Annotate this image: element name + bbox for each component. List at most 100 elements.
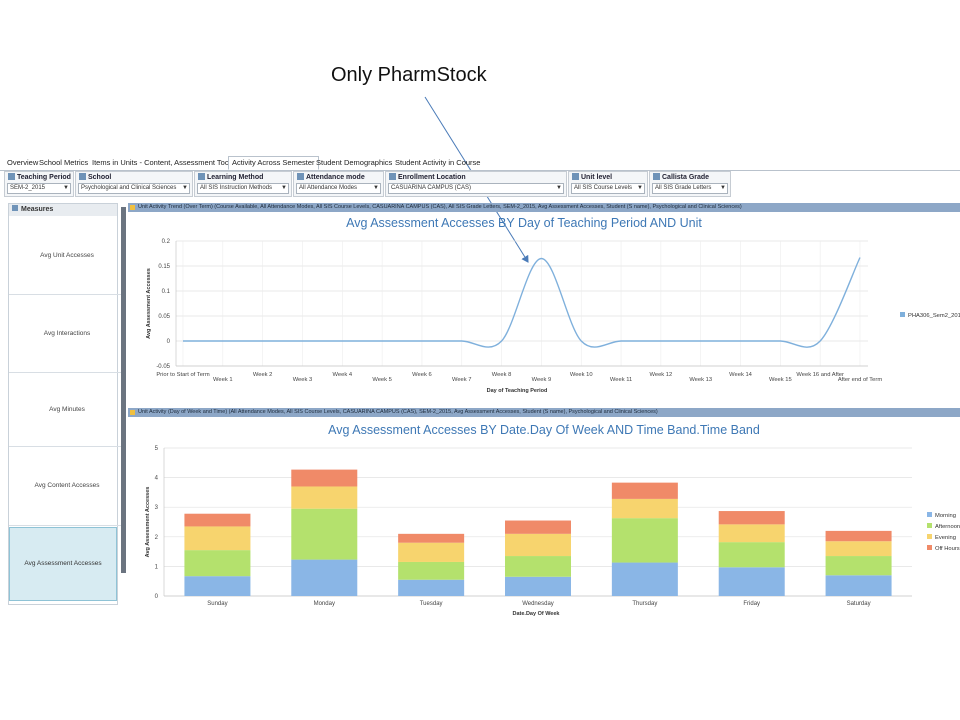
filter-label: Enrollment Location — [398, 174, 466, 181]
filter-callista-grade: Callista Grade All SIS Grade Letters ▼ — [649, 171, 731, 197]
y-tick-label: 0.1 — [162, 289, 171, 295]
x-tick-label: Week 16 and After — [796, 372, 844, 378]
x-tick-label: Prior to Start of Term — [156, 372, 210, 378]
legend-label: PHA306_Sem2_2015 — [908, 313, 960, 319]
x-tick-label: Week 2 — [253, 372, 273, 378]
x-tick-label: Friday — [743, 601, 760, 607]
dropdown-arrow-icon[interactable]: ▼ — [637, 185, 643, 191]
bar-segment-morning — [825, 575, 892, 596]
bar-segment-off-hours — [184, 513, 251, 527]
y-tick-label: 2 — [155, 535, 159, 541]
dropdown-arrow-icon[interactable]: ▼ — [182, 185, 188, 191]
filter-enrollment-location: Enrollment Location CASUARINA CAMPUS (CA… — [385, 171, 567, 197]
filter-unit-level: Unit level All SIS Course Levels ▼ — [568, 171, 648, 197]
bar-segment-morning — [505, 576, 571, 596]
y-tick-label: 3 — [155, 505, 159, 511]
chart-title: Avg Assessment Accesses BY Day of Teachi… — [346, 216, 702, 230]
legend-label: Evening — [935, 535, 956, 541]
dropdown-arrow-icon[interactable]: ▼ — [63, 185, 69, 191]
x-tick-label: Week 6 — [412, 372, 432, 378]
dropdown-arrow-icon[interactable]: ▼ — [373, 185, 379, 191]
tab-student-demographics[interactable]: Student Demographics — [316, 158, 393, 167]
legend-label: Morning — [935, 513, 956, 519]
unit-level-select[interactable]: All SIS Course Levels ▼ — [571, 183, 645, 194]
bar-segment-afternoon — [398, 561, 465, 580]
x-tick-label: Week 12 — [649, 372, 672, 378]
chart-icon — [130, 410, 135, 415]
measures-panel: Measures Avg Unit Accesses Avg Interacti… — [8, 203, 125, 605]
dropdown-arrow-icon[interactable]: ▼ — [281, 185, 287, 191]
y-tick-label: 0.05 — [158, 314, 170, 320]
x-tick-label: Sunday — [207, 601, 227, 607]
legend-swatch — [900, 312, 905, 317]
filter-icon — [653, 173, 660, 180]
y-tick-label: 0 — [167, 339, 171, 345]
tab-overview[interactable]: Overview — [7, 158, 39, 167]
legend-swatch — [927, 545, 932, 550]
bar-segment-morning — [184, 576, 251, 596]
vertical-scrollbar[interactable] — [121, 207, 126, 573]
bar-segment-off-hours — [398, 533, 465, 543]
legend-label: Off Hours — [935, 546, 960, 552]
tab-activity-across-semester[interactable]: Activity Across Semester — [228, 156, 319, 170]
chart-icon — [130, 205, 135, 210]
measure-avg-minutes[interactable]: Avg Minutes — [9, 373, 125, 447]
measure-avg-interactions[interactable]: Avg Interactions — [9, 295, 125, 373]
enrollment-location-select[interactable]: CASUARINA CAMPUS (CAS) ▼ — [388, 183, 564, 194]
y-tick-label: 1 — [155, 564, 159, 570]
legend-swatch — [927, 523, 932, 528]
x-tick-label: Week 8 — [492, 372, 512, 378]
measure-avg-content-accesses[interactable]: Avg Content Accesses — [9, 447, 125, 526]
bar-segment-evening — [825, 541, 892, 557]
bar-segment-afternoon — [825, 556, 892, 576]
x-tick-label: Week 10 — [570, 372, 593, 378]
y-tick-label: 0.2 — [162, 239, 171, 245]
bar-segment-morning — [718, 567, 785, 596]
bar-segment-afternoon — [291, 508, 358, 560]
tab-items-in-units[interactable]: Items in Units - Content, Assessment Too… — [92, 158, 235, 167]
y-tick-label: -0.05 — [156, 364, 170, 370]
bar-segment-morning — [611, 562, 678, 596]
chart-title: Avg Assessment Accesses BY Date.Day Of W… — [328, 423, 760, 437]
dropdown-arrow-icon[interactable]: ▼ — [556, 185, 562, 191]
dropdown-arrow-icon[interactable]: ▼ — [720, 185, 726, 191]
x-tick-label: Week 15 — [769, 377, 792, 383]
bar-segment-evening — [505, 533, 571, 557]
filter-label: Teaching Period — [17, 174, 71, 181]
measure-avg-assessment-accesses[interactable]: Avg Assessment Accesses — [9, 527, 117, 601]
y-tick-label: 0 — [155, 594, 159, 600]
bar-segment-off-hours — [825, 530, 892, 542]
bar-segment-afternoon — [611, 518, 678, 563]
filter-icon — [79, 173, 86, 180]
x-tick-label: Monday — [314, 601, 335, 607]
filter-bar: Teaching Period SEM-2_2015 ▼ School Psych… — [0, 170, 960, 197]
bar-segment-afternoon — [505, 556, 571, 577]
x-tick-label: Thursday — [632, 601, 657, 607]
tab-student-activity-in-course[interactable]: Student Activity in Course — [395, 158, 481, 167]
x-tick-label: Week 14 — [729, 372, 753, 378]
y-tick-label: 0.15 — [158, 264, 170, 270]
y-axis-title: Avg Assessment Accesses — [145, 487, 151, 558]
learning-method-select[interactable]: All SIS Instruction Methods ▼ — [197, 183, 289, 194]
annotation-callout: Only PharmStock — [331, 64, 487, 86]
filter-label: Learning Method — [207, 174, 264, 181]
filter-learning-method: Learning Method All SIS Instruction Meth… — [194, 171, 292, 197]
x-tick-label: Week 1 — [213, 377, 233, 383]
callista-grade-select[interactable]: All SIS Grade Letters ▼ — [652, 183, 728, 194]
x-tick-label: Saturday — [847, 601, 871, 607]
x-tick-label: Week 11 — [610, 377, 632, 383]
measure-avg-unit-accesses[interactable]: Avg Unit Accesses — [9, 217, 125, 295]
teaching-period-select[interactable]: SEM-2_2015 ▼ — [7, 183, 71, 194]
school-select[interactable]: Psychological and Clinical Sciences ▼ — [78, 183, 190, 194]
tab-school-metrics[interactable]: School Metrics — [39, 158, 89, 167]
x-tick-label: Week 13 — [689, 377, 712, 383]
bar-segment-evening — [611, 498, 678, 519]
filter-attendance-mode: Attendance mode All Attendance Modes ▼ — [293, 171, 384, 197]
filter-school: School Psychological and Clinical Scienc… — [75, 171, 193, 197]
measures-icon — [12, 205, 18, 211]
filter-icon — [198, 173, 205, 180]
x-tick-label: Week 3 — [293, 377, 313, 383]
legend-label: Afternoon — [935, 524, 960, 530]
attendance-mode-select[interactable]: All Attendance Modes ▼ — [296, 183, 381, 194]
bar-segment-afternoon — [718, 542, 785, 568]
